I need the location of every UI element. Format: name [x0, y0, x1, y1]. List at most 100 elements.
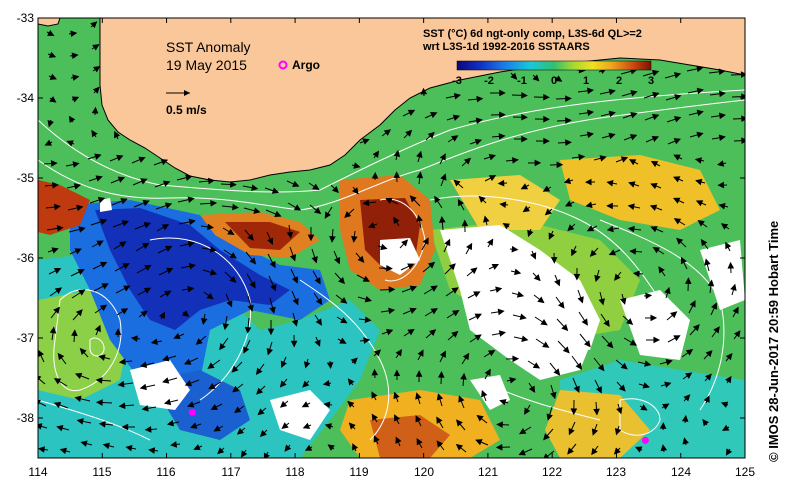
- current-arrow-head: [463, 157, 472, 165]
- current-arrow-head: [386, 329, 394, 336]
- current-arrow-head: [711, 302, 718, 310]
- current-arrow-head: [371, 391, 378, 399]
- current-arrow-head: [72, 74, 80, 81]
- current-arrow-head: [543, 137, 550, 145]
- current-arrow-head: [259, 429, 267, 437]
- current-arrow-head: [658, 266, 665, 274]
- current-arrow-head: [98, 354, 106, 361]
- current-arrow-head: [540, 318, 548, 326]
- current-arrow-head: [95, 175, 103, 182]
- current-arrow-head: [695, 178, 703, 186]
- current-arrow-head: [122, 263, 130, 270]
- current-arrow-head: [659, 422, 667, 429]
- current-arrow-head: [717, 160, 725, 167]
- current-arrow-head: [548, 232, 555, 240]
- current-arrow-head: [703, 395, 710, 403]
- current-arrow-head: [393, 149, 401, 157]
- current-arrow-head: [71, 96, 80, 103]
- current-arrow-head: [491, 263, 499, 270]
- current-arrow-head: [620, 362, 628, 370]
- lon-label: 124: [671, 465, 691, 479]
- current-arrow-head: [516, 291, 525, 298]
- current-arrow-head: [142, 242, 150, 250]
- current-arrow-head: [121, 423, 129, 431]
- current-arrow-head: [372, 150, 380, 158]
- current-arrow-head: [367, 222, 376, 229]
- current-arrow-head: [740, 71, 745, 78]
- current-arrow-head: [444, 238, 451, 247]
- current-arrow-head: [405, 129, 413, 137]
- current-arrow-head: [439, 153, 446, 161]
- current-arrow-head: [422, 237, 429, 245]
- colorbar-ticks: -3 -2 -1 0 1 2 3: [452, 75, 654, 87]
- current-arrow-head: [563, 177, 572, 185]
- current-arrow-head: [475, 117, 483, 124]
- current-arrow-head: [733, 330, 741, 338]
- current-arrow-head: [542, 185, 551, 192]
- current-arrow-head: [247, 233, 254, 241]
- current-arrow-head: [163, 398, 172, 406]
- current-arrow-head: [570, 408, 578, 416]
- current-arrow-head: [95, 377, 103, 384]
- current-arrow-head: [514, 268, 522, 276]
- current-arrow-head: [681, 414, 689, 422]
- current-arrow-head: [571, 248, 578, 257]
- current-arrow-head: [704, 373, 712, 381]
- current-arrow-head: [92, 44, 100, 51]
- current-arrow-head: [393, 216, 400, 225]
- current-arrow-head: [187, 196, 195, 203]
- current-arrow-head: [499, 89, 506, 97]
- current-arrow-head: [460, 372, 467, 380]
- current-arrow-head: [76, 204, 84, 212]
- current-arrow-head: [702, 418, 709, 427]
- current-arrow-head: [640, 404, 648, 411]
- current-arrow-head: [488, 154, 496, 161]
- current-arrow-head: [587, 109, 595, 117]
- no-data-patches: [100, 198, 745, 440]
- current-arrow-head: [436, 393, 444, 401]
- current-arrow-head: [351, 187, 359, 195]
- current-arrow-head: [209, 246, 217, 253]
- current-arrow-head: [363, 337, 371, 344]
- current-arrow-head: [415, 370, 423, 377]
- current-arrow-head: [101, 283, 109, 290]
- current-arrow-head: [456, 419, 463, 427]
- current-arrow-head: [80, 440, 88, 447]
- current-arrow-head: [213, 425, 221, 432]
- current-arrow-head: [642, 382, 650, 389]
- current-arrow-head: [470, 267, 478, 275]
- current-arrow-head: [499, 111, 506, 119]
- current-arrow-head: [644, 360, 652, 367]
- current-arrow-head: [227, 228, 235, 236]
- colorbar-tick: 0: [551, 75, 557, 87]
- latitude-labels: -33 -34 -35 -36 -37 -38: [17, 11, 35, 425]
- current-arrow-head: [117, 380, 125, 388]
- lon-label: 119: [349, 465, 368, 479]
- current-arrow-head: [593, 408, 600, 416]
- current-arrow-head: [49, 326, 57, 334]
- current-arrow-head: [725, 448, 733, 456]
- current-arrow-head: [417, 349, 424, 357]
- map-date: 19 May 2015: [166, 57, 247, 73]
- current-arrow-head: [555, 75, 563, 82]
- current-arrow-head: [440, 173, 447, 181]
- current-arrow-head: [284, 444, 292, 452]
- current-arrow-head: [371, 413, 379, 421]
- current-arrow-head: [102, 442, 110, 450]
- current-arrow-head: [350, 357, 358, 365]
- current-arrow-head: [409, 195, 417, 203]
- current-arrow-head: [164, 202, 173, 209]
- current-arrow-head: [591, 447, 598, 456]
- current-arrow-head: [568, 427, 575, 436]
- current-arrow-head: [230, 181, 237, 188]
- lat-label: -38: [17, 411, 35, 425]
- current-arrow-head: [185, 174, 193, 181]
- lat-label: -37: [17, 331, 35, 345]
- lat-label: -34: [17, 91, 35, 105]
- current-arrow-head: [293, 204, 302, 211]
- current-arrow-head: [307, 234, 315, 242]
- current-arrow-head: [455, 443, 464, 451]
- current-arrow-head: [498, 330, 506, 337]
- current-arrow-head: [347, 378, 355, 386]
